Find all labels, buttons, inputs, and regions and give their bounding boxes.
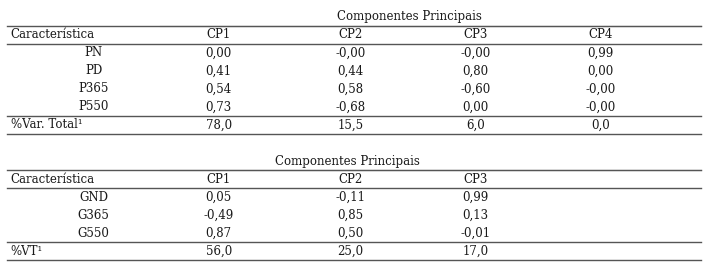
Text: 0,80: 0,80 xyxy=(462,65,489,77)
Text: 0,54: 0,54 xyxy=(205,83,232,95)
Text: 0,58: 0,58 xyxy=(338,83,364,95)
Text: CP3: CP3 xyxy=(463,28,488,42)
Text: -0,00: -0,00 xyxy=(586,100,615,113)
Text: 0,13: 0,13 xyxy=(462,209,489,222)
Text: 0,99: 0,99 xyxy=(587,46,613,59)
Text: 0,41: 0,41 xyxy=(205,65,232,77)
Text: 0,00: 0,00 xyxy=(205,46,232,59)
Text: 0,50: 0,50 xyxy=(338,226,364,240)
Text: -0,68: -0,68 xyxy=(336,100,365,113)
Text: CP3: CP3 xyxy=(463,173,488,185)
Text: -0,01: -0,01 xyxy=(460,226,491,240)
Text: -0,49: -0,49 xyxy=(204,209,234,222)
Text: 78,0: 78,0 xyxy=(205,118,232,132)
Text: CP1: CP1 xyxy=(207,28,231,42)
Text: Característica: Característica xyxy=(11,173,95,185)
Text: G550: G550 xyxy=(78,226,110,240)
Text: 0,87: 0,87 xyxy=(205,226,232,240)
Text: 0,73: 0,73 xyxy=(205,100,232,113)
Text: 0,00: 0,00 xyxy=(462,100,489,113)
Text: G365: G365 xyxy=(78,209,110,222)
Text: 25,0: 25,0 xyxy=(338,245,364,258)
Text: 17,0: 17,0 xyxy=(462,245,489,258)
Text: -0,00: -0,00 xyxy=(460,46,491,59)
Text: Componentes Principais: Componentes Principais xyxy=(337,10,482,23)
Text: 0,05: 0,05 xyxy=(205,191,232,203)
Text: 0,44: 0,44 xyxy=(338,65,364,77)
Text: 6,0: 6,0 xyxy=(466,118,485,132)
Text: CP1: CP1 xyxy=(207,173,231,185)
Text: PD: PD xyxy=(85,65,103,77)
Text: %Var. Total¹: %Var. Total¹ xyxy=(11,118,82,132)
Text: Componentes Principais: Componentes Principais xyxy=(275,155,420,168)
Text: 0,0: 0,0 xyxy=(591,118,610,132)
Text: GND: GND xyxy=(79,191,108,203)
Text: PN: PN xyxy=(85,46,103,59)
Text: -0,60: -0,60 xyxy=(460,83,491,95)
Text: CP4: CP4 xyxy=(588,28,612,42)
Text: 56,0: 56,0 xyxy=(205,245,232,258)
Text: CP2: CP2 xyxy=(338,173,362,185)
Text: P365: P365 xyxy=(79,83,109,95)
Text: P550: P550 xyxy=(79,100,109,113)
Text: 0,00: 0,00 xyxy=(587,65,613,77)
Text: -0,11: -0,11 xyxy=(336,191,365,203)
Text: -0,00: -0,00 xyxy=(336,46,365,59)
Text: 0,85: 0,85 xyxy=(338,209,364,222)
Text: Característica: Característica xyxy=(11,28,95,42)
Text: -0,00: -0,00 xyxy=(586,83,615,95)
Text: CP2: CP2 xyxy=(338,28,362,42)
Text: 15,5: 15,5 xyxy=(338,118,364,132)
Text: %VT¹: %VT¹ xyxy=(11,245,42,258)
Text: 0,99: 0,99 xyxy=(462,191,489,203)
